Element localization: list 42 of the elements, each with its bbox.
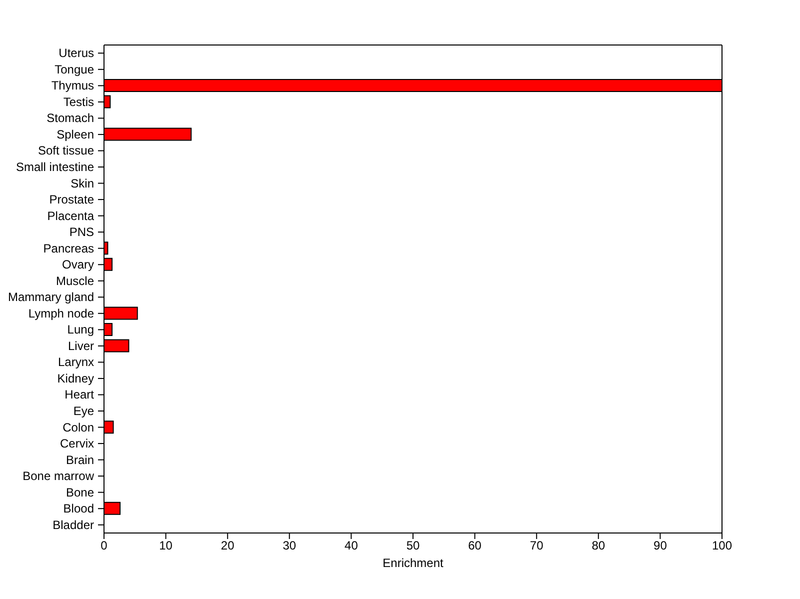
y-tick-label: Tongue [54,62,94,76]
x-axis-title: Enrichment [382,556,444,570]
y-tick-label: Liver [68,338,94,353]
x-tick-label: 90 [654,538,668,553]
y-tick-label: Bladder [52,518,94,532]
y-tick-label: Testis [63,94,94,109]
y-tick-label: Soft tissue [38,144,94,158]
y-tick-label: Ovary [62,258,94,272]
y-tick-label: Thymus [51,78,94,93]
x-tick-label: 10 [159,538,173,553]
y-tick-label: Cervix [60,436,94,451]
x-tick-label: 100 [712,538,732,553]
y-tick-label: Lymph node [28,306,94,320]
x-tick-label: 30 [282,538,296,553]
y-tick-label: Muscle [56,274,94,288]
y-tick-label: Stomach [46,111,94,126]
y-tick-label: Kidney [57,371,94,386]
x-tick-label: 0 [100,538,108,553]
x-tick-label: 40 [344,538,358,553]
y-tick-label: Prostate [49,192,94,207]
y-tick-label: Heart [64,388,95,402]
y-tick-label: Spleen [56,127,94,142]
y-tick-label: Bone [66,485,94,500]
x-tick-label: 60 [468,538,482,553]
y-tick-label: PNS [69,225,94,240]
y-tick-label: Larynx [58,355,94,370]
y-tick-label: Uterus [58,46,94,60]
y-tick-label: Pancreas [43,241,94,256]
y-tick-label: Bone marrow [22,469,94,484]
y-tick-label: Skin [70,176,94,190]
y-tick-label: Lung [67,322,94,337]
y-tick-label: Small intestine [16,160,94,174]
x-tick-label: 80 [592,538,606,553]
y-tick-label: Placenta [47,208,94,223]
x-tick-label: 50 [406,538,420,553]
y-tick-label: Eye [73,404,94,418]
y-tick-label: Blood [63,502,94,516]
y-tick-label: Brain [66,452,94,467]
x-tick-label: 70 [530,538,544,553]
x-tick-label: 20 [220,538,235,553]
y-tick-label: Colon [62,420,94,434]
y-tick-label: Mammary gland [8,290,94,304]
